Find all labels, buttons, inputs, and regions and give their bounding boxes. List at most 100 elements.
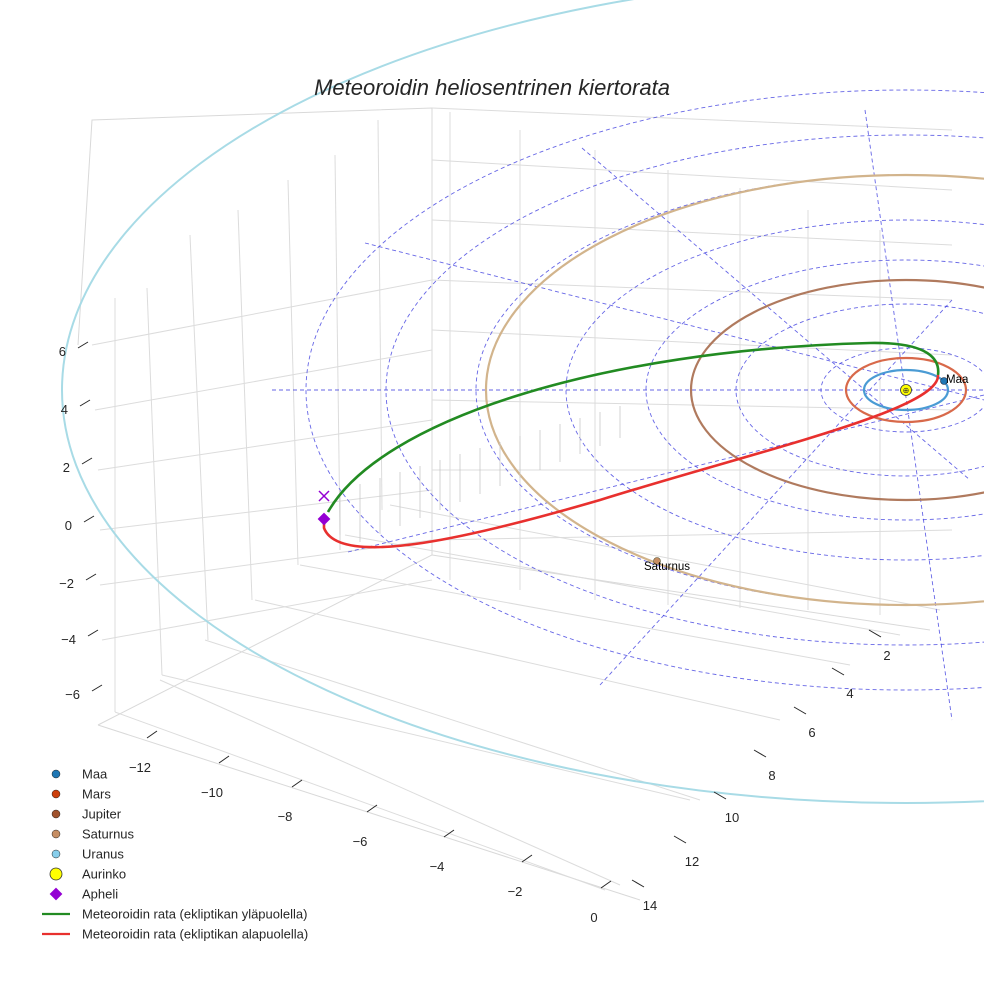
gridline-vertical: [189, 234, 209, 641]
legend-label: Jupiter: [82, 807, 122, 822]
legend-marker: [49, 887, 63, 901]
gridline-back-wall: [431, 159, 953, 191]
legend-label: Aurinko: [82, 867, 126, 882]
x-tick: [146, 730, 158, 739]
legend-label: Mars: [82, 787, 111, 802]
legend-marker: [51, 849, 61, 859]
gridline-vertical: [334, 154, 341, 536]
axis-panes: [77, 107, 931, 901]
gridline-back-wall: [431, 529, 953, 541]
y-tick: [868, 629, 882, 638]
x-tick: [291, 779, 303, 788]
meteoroid-orbit: [322, 341, 940, 549]
y-tick-label: 8: [768, 768, 775, 783]
aphelion-projection-marker: [318, 490, 330, 502]
x-tick-label: −6: [353, 834, 368, 849]
x-tick: [366, 804, 378, 813]
x-tick-label: −12: [129, 760, 151, 775]
y-tick-label: 10: [725, 810, 739, 825]
z-tick-label: −6: [65, 687, 80, 702]
planet-orbits: [61, 0, 984, 804]
z-tick-label: 4: [61, 402, 68, 417]
ecliptic-ring: [565, 219, 984, 561]
legend-label: Saturnus: [82, 827, 135, 842]
ecliptic-radial: [599, 299, 953, 686]
y-tick-label: 2: [883, 648, 890, 663]
gridline-back-wall: [431, 279, 953, 301]
gridline-horizontal: [99, 489, 433, 531]
gridline-back-wall: [431, 219, 953, 246]
x-tick: [521, 854, 533, 863]
x-tick-label: −8: [278, 809, 293, 824]
y-tick: [753, 749, 767, 758]
chart-title: Meteoroidin heliosentrinen kiertorata: [314, 75, 670, 100]
meteoroid-orbit-below: [322, 374, 940, 549]
legend-label: Apheli: [82, 887, 118, 902]
ecliptic-radial: [864, 109, 953, 721]
y-tick: [831, 667, 845, 676]
z-tick: [77, 341, 89, 349]
y-tick-label: 6: [808, 725, 815, 740]
ecliptic-radial: [347, 394, 984, 553]
y-tick: [713, 791, 727, 800]
orbit-jupiter: [689, 278, 984, 502]
gridlines: [91, 107, 953, 891]
z-tick-label: 6: [59, 344, 66, 359]
saturn-label: Saturnus: [644, 561, 690, 573]
z-tick-label: 0: [65, 518, 72, 533]
x-tick-label: 0: [590, 910, 597, 925]
earth-label: Maa: [946, 374, 969, 386]
x-tick: [218, 755, 230, 764]
x-tick: [443, 829, 455, 838]
floor-edge-front: [97, 724, 641, 901]
z-tick: [83, 515, 95, 523]
y-tick-label: 12: [685, 854, 699, 869]
gridline-horizontal: [97, 419, 433, 471]
legend-marker: [51, 789, 61, 799]
gridline-horizontal: [101, 579, 433, 641]
gridline-vertical: [287, 179, 299, 566]
legend: Maa Mars Jupiter Saturnus Uranus Aurinko Aphel…: [42, 767, 308, 942]
legend-label: Meteoroidin rata (ekliptikan alapuolella…: [82, 927, 308, 942]
meteoroid-orbit-above: [326, 341, 940, 513]
ecliptic-radial: [364, 242, 984, 401]
gridline-back-wall: [431, 329, 953, 356]
axis-ticks: 6 4 2 0 −2 −4 −6 −12 −10 −8 −6 −4 −2 0 2 4 6 8 10 12 14: [59, 341, 891, 925]
gridline-floor: [344, 534, 901, 636]
legend-label: Maa: [82, 767, 108, 782]
y-tick: [631, 879, 645, 888]
orbit-maa: [862, 368, 950, 412]
floor-edge-back: [431, 554, 931, 631]
gridline-vertical: [146, 287, 163, 676]
gridline-floor: [114, 711, 606, 891]
z-tick: [79, 399, 91, 407]
orbit-uranus: [61, 0, 984, 804]
x-tick-label: −4: [430, 859, 445, 874]
gridline-floor: [204, 639, 701, 801]
saturn-marker: [653, 557, 661, 565]
orbit-mars: [844, 356, 968, 424]
sun-center-mark: ⊕: [903, 386, 910, 395]
legend-marker: [51, 809, 61, 819]
y-tick: [793, 706, 807, 715]
z-tick: [87, 629, 99, 637]
y-tick: [673, 835, 687, 844]
gridline-horizontal: [91, 279, 433, 346]
z-tick-label: 2: [63, 460, 70, 475]
legend-label: Meteoroidin rata (ekliptikan yläpuolella…: [82, 907, 307, 922]
sun-marker: [900, 384, 912, 396]
earth-marker: [940, 377, 948, 385]
legend-marker: [49, 867, 63, 881]
legend-marker: [51, 829, 61, 839]
gridline-floor: [161, 674, 691, 801]
aphelion-marker: [317, 512, 331, 526]
ecliptic-ring: [305, 89, 984, 691]
z-tick: [91, 684, 103, 692]
y-tick-label: 4: [846, 686, 853, 701]
orbit-saturnus: [485, 173, 984, 607]
ecliptic-ring: [735, 303, 984, 477]
gridline-vertical: [377, 119, 383, 511]
gridline-horizontal: [94, 349, 433, 411]
z-tick-label: −2: [59, 576, 74, 591]
